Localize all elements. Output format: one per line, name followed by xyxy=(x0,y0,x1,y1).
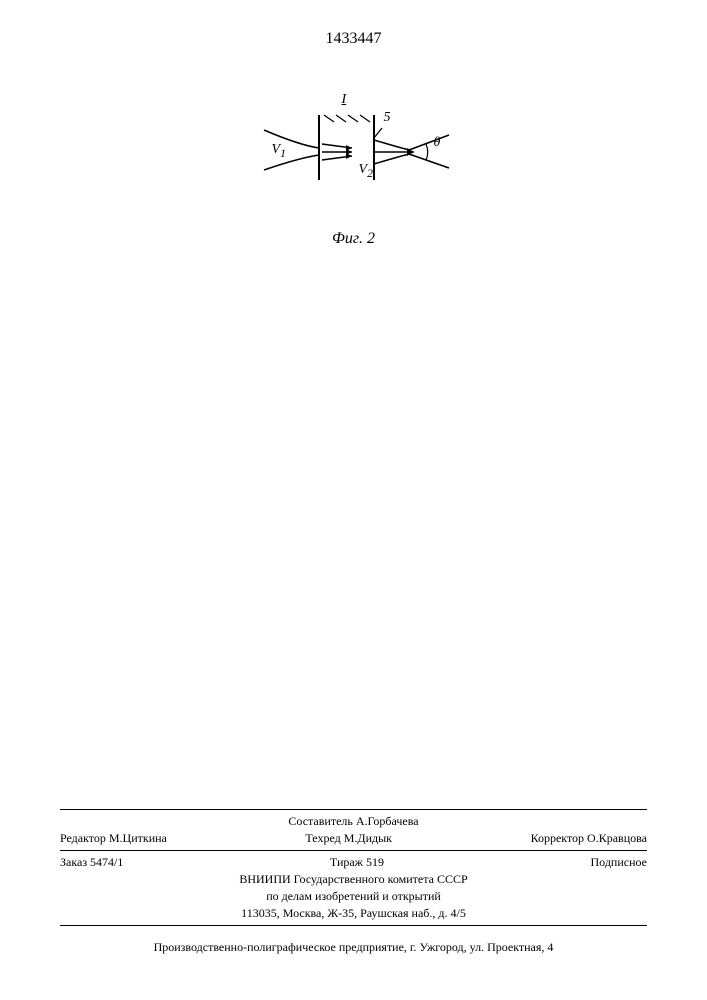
figure-2: I 5 θ V1 V2 Фиг. 2 xyxy=(244,100,464,240)
techred: Техред М.Дидык xyxy=(305,831,392,846)
divider xyxy=(60,925,647,926)
patent-number: 1433447 xyxy=(326,30,382,48)
circulation: Тираж 519 xyxy=(330,855,384,870)
label-v2: V2 xyxy=(359,162,373,180)
label-theta: θ xyxy=(434,135,441,151)
figure-caption: Фиг. 2 xyxy=(244,230,464,248)
org-line1: ВНИИПИ Государственного комитета СССР xyxy=(60,872,647,887)
org-line2: по делам изобретений и открытий xyxy=(60,889,647,904)
subscription: Подписное xyxy=(591,855,648,870)
order-number: Заказ 5474/1 xyxy=(60,855,123,870)
editor: Редактор М.Циткина xyxy=(60,831,167,846)
compiler-line: Составитель А.Горбачева xyxy=(60,809,647,829)
label-I: I xyxy=(342,92,347,108)
diagram-svg xyxy=(244,100,464,220)
page: 1433447 xyxy=(0,0,707,1000)
label-v1: V1 xyxy=(272,142,286,160)
order-row: Заказ 5474/1 Тираж 519 Подписное xyxy=(60,855,647,870)
address-line: 113035, Москва, Ж-35, Раушская наб., д. … xyxy=(60,906,647,921)
printer-line: Производственно-полиграфическое предприя… xyxy=(60,940,647,955)
credits-block: Составитель А.Горбачева Редактор М.Цитки… xyxy=(60,809,647,930)
corrector: Корректор О.Кравцова xyxy=(531,831,647,846)
label-5: 5 xyxy=(384,110,391,126)
credits-row: Редактор М.Циткина Техред М.Дидык Коррек… xyxy=(60,831,647,851)
